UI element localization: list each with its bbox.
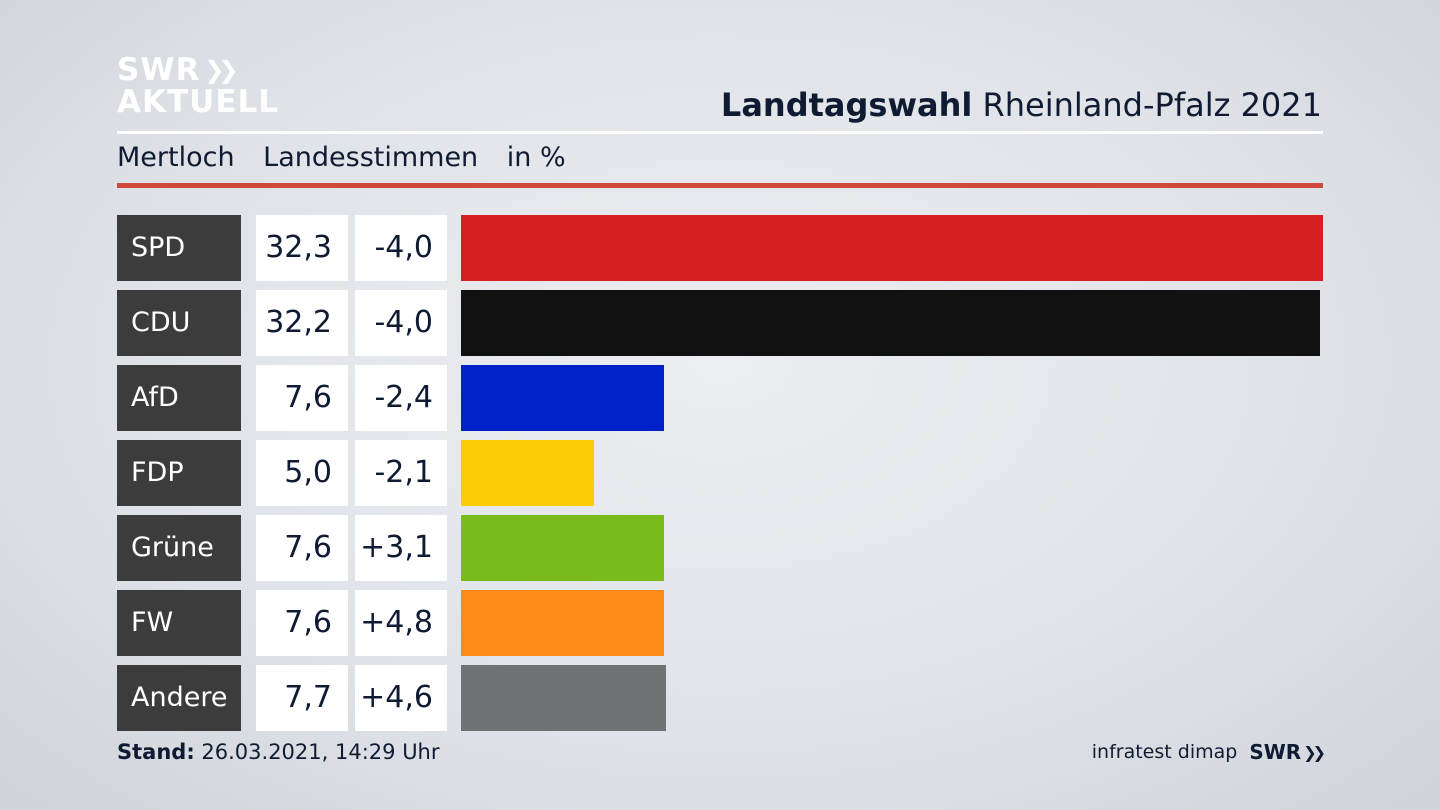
- change-label: +4,6: [355, 665, 447, 731]
- party-label: FW: [117, 590, 241, 656]
- result-row: FW 7,6 +4,8: [117, 590, 1323, 656]
- vote-share-label: 5,0: [256, 440, 348, 506]
- title-bold: Landtagswahl: [720, 86, 973, 124]
- bar: [461, 440, 594, 506]
- source-label: infratest dimap: [1091, 741, 1238, 763]
- source-credit: infratest dimap SWR ❯❯: [1091, 740, 1326, 764]
- party-label: Grüne: [117, 515, 241, 581]
- change-label: -4,0: [355, 215, 447, 281]
- page-title: Landtagswahl Rheinland-Pfalz 2021: [721, 86, 1322, 124]
- bar: [461, 215, 1323, 281]
- party-label: AfD: [117, 365, 241, 431]
- stand-label: Stand:: [117, 740, 195, 764]
- timestamp: Stand: 26.03.2021, 14:29 Uhr: [117, 740, 440, 764]
- result-row: CDU 32,2 -4,0: [117, 290, 1323, 356]
- location-label: Mertloch: [117, 142, 235, 173]
- logo-line1: SWR: [117, 52, 201, 88]
- bar: [461, 590, 664, 656]
- change-label: -2,1: [355, 440, 447, 506]
- change-label: -4,0: [355, 290, 447, 356]
- double-chevron-icon: ❯❯: [204, 56, 238, 84]
- party-label: SPD: [117, 215, 241, 281]
- result-row: AfD 7,6 -2,4: [117, 365, 1323, 431]
- swr-aktuell-logo: SWR ❯❯ AKTUELL: [117, 54, 279, 118]
- header-divider: [117, 131, 1323, 134]
- unit-label: in %: [506, 142, 566, 173]
- subheader: Mertloch Landesstimmen in %: [117, 142, 586, 173]
- bar: [461, 665, 666, 731]
- logo-line2: AKTUELL: [117, 84, 280, 120]
- title-rest: Rheinland-Pfalz 2021: [982, 86, 1322, 124]
- vote-share-label: 7,7: [256, 665, 348, 731]
- bar: [461, 515, 664, 581]
- accent-divider: [117, 183, 1323, 188]
- metric-label: Landesstimmen: [263, 142, 479, 173]
- vote-share-label: 7,6: [256, 590, 348, 656]
- result-row: FDP 5,0 -2,1: [117, 440, 1323, 506]
- result-row: Andere 7,7 +4,6: [117, 665, 1323, 731]
- change-label: -2,4: [355, 365, 447, 431]
- party-label: Andere: [117, 665, 241, 731]
- change-label: +3,1: [355, 515, 447, 581]
- party-label: FDP: [117, 440, 241, 506]
- vote-share-label: 32,2: [256, 290, 348, 356]
- vote-share-label: 32,3: [256, 215, 348, 281]
- vote-share-label: 7,6: [256, 365, 348, 431]
- bar: [461, 290, 1320, 356]
- brand-label: SWR: [1249, 740, 1302, 764]
- double-chevron-icon: ❯❯: [1303, 742, 1326, 762]
- vote-share-label: 7,6: [256, 515, 348, 581]
- result-row: Grüne 7,6 +3,1: [117, 515, 1323, 581]
- stand-value: 26.03.2021, 14:29 Uhr: [201, 740, 440, 764]
- result-row: SPD 32,3 -4,0: [117, 215, 1323, 281]
- bar: [461, 365, 664, 431]
- change-label: +4,8: [355, 590, 447, 656]
- party-label: CDU: [117, 290, 241, 356]
